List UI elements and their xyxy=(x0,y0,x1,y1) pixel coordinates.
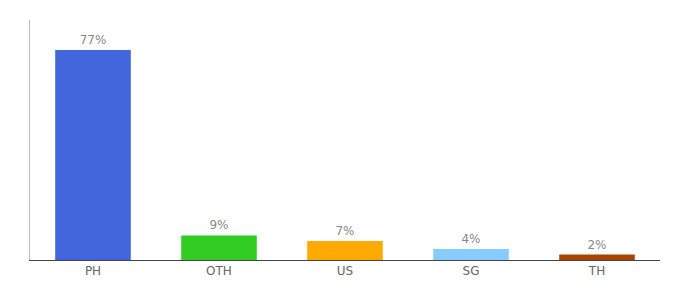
svg-text:77%: 77% xyxy=(80,33,107,47)
svg-text:SG: SG xyxy=(463,264,480,278)
svg-text:PH: PH xyxy=(85,264,101,278)
svg-text:7%: 7% xyxy=(335,224,354,238)
svg-text:US: US xyxy=(337,264,353,278)
svg-text:2%: 2% xyxy=(587,238,606,252)
svg-text:TH: TH xyxy=(588,264,605,278)
svg-text:OTH: OTH xyxy=(206,264,232,278)
svg-text:9%: 9% xyxy=(209,218,228,232)
svg-text:4%: 4% xyxy=(461,232,480,246)
